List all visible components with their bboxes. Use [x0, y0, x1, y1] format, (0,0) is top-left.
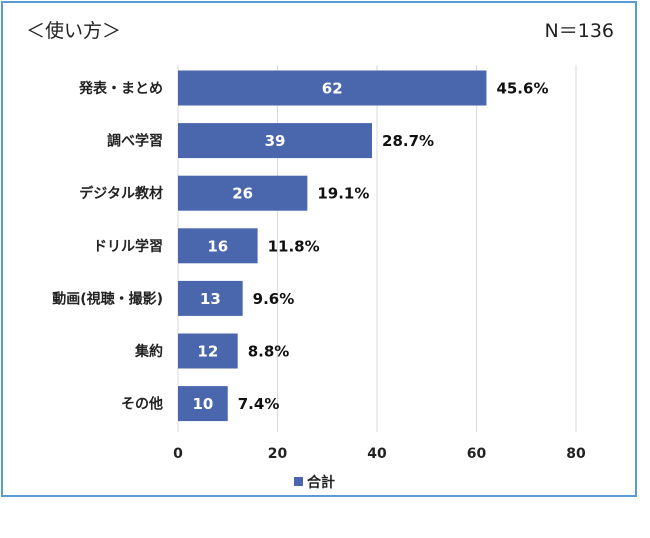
x-tick-label: 40 — [367, 446, 387, 462]
x-tick-label: 80 — [566, 446, 586, 462]
bar — [178, 333, 238, 369]
bar-value-label: 10 — [192, 395, 213, 413]
percent-label: 45.6% — [496, 80, 548, 98]
percent-label: 19.1% — [317, 185, 369, 203]
sample-size: N＝136 — [544, 20, 614, 42]
category-label: デジタル教材 — [79, 185, 163, 202]
bar-value-label: 13 — [200, 290, 221, 308]
category-label: 動画(視聴・撮影) — [52, 290, 163, 307]
legend-label: 合計 — [307, 474, 335, 491]
category-label: 集約 — [134, 343, 163, 360]
bar-value-label: 16 — [207, 237, 228, 255]
bar — [178, 70, 487, 106]
x-tick-label: 0 — [173, 446, 183, 462]
bar-value-label: 62 — [322, 80, 343, 98]
bar — [178, 386, 228, 422]
percent-label: 7.4% — [238, 395, 280, 413]
x-tick-label: 60 — [467, 446, 487, 462]
bar — [178, 123, 373, 159]
percent-label: 11.8% — [268, 237, 320, 255]
bar-value-label: 39 — [265, 132, 286, 150]
category-label: 発表・まとめ — [78, 80, 163, 97]
percent-label: 28.7% — [382, 132, 434, 150]
legend-swatch — [294, 477, 303, 486]
x-tick-label: 20 — [268, 446, 288, 462]
bar-value-label: 12 — [197, 343, 218, 361]
bar — [178, 280, 243, 316]
chart-title: ＜使い方＞ — [26, 20, 122, 42]
bar — [178, 228, 258, 264]
category-label: ドリル学習 — [93, 238, 163, 255]
bar — [178, 175, 308, 211]
chart-frame — [1, 1, 637, 497]
category-label: 調べ学習 — [107, 133, 163, 150]
percent-label: 9.6% — [253, 290, 295, 308]
category-label: その他 — [121, 396, 163, 413]
bar-value-label: 26 — [232, 185, 253, 203]
percent-label: 8.8% — [248, 343, 290, 361]
